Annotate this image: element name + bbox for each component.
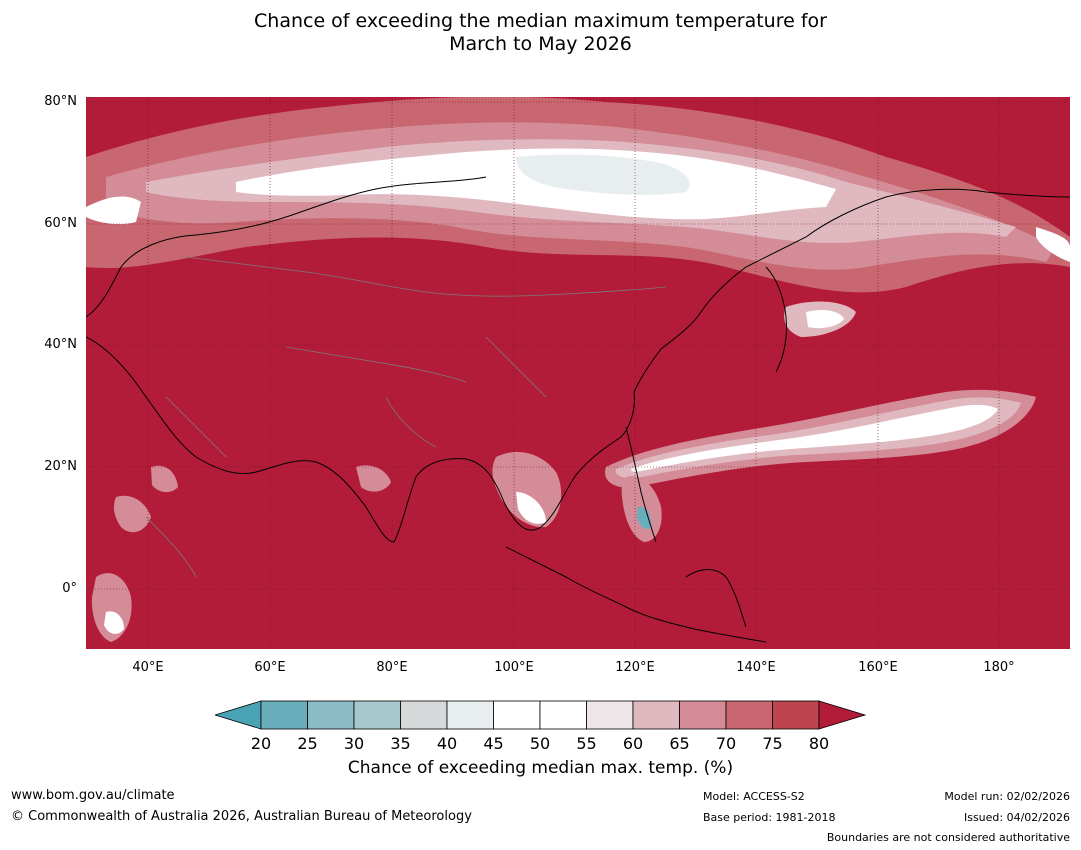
footer-model: Model: ACCESS-S2 [703,790,805,803]
colorbar-segment-30-35 [353,700,401,730]
country-borders [145,256,667,578]
colorbar-graphic [213,700,867,730]
coastlines [86,176,1070,643]
footer-disclaimer: Boundaries are not considered authoritat… [826,831,1070,844]
footer-issued: Issued: 04/02/2026 [963,811,1070,824]
lat-label-20n: 20°N [44,459,77,474]
colorbar-segment-65-70 [679,700,727,730]
colorbar-tick-30: 30 [343,734,365,753]
title-line-2: March to May 2026 [449,33,632,55]
colorbar-segment-20-25 [260,700,308,730]
lat-label-40n: 40°N [44,337,77,352]
indochina-patch-65 [492,452,562,528]
lat-label-80n: 80°N [44,94,77,109]
colorbar-tick-35: 35 [390,734,411,753]
lat-label-60n: 60°N [44,216,77,231]
east-edge-white [1036,227,1070,262]
chart-title: Chance of exceeding the median maximum t… [0,10,1081,56]
india-patch-65 [356,465,391,492]
colorbar-tick-25: 25 [297,734,318,753]
colorbar-extend-high [818,700,867,730]
indochina-patch-50 [516,492,546,524]
colorbar-tick-50: 50 [529,734,551,753]
colorbar-extend-low [213,700,262,730]
colorbar [213,700,867,732]
red-sea-patch-65 [113,495,151,533]
forecast-map [86,97,1070,649]
lon-label-100e: 100°E [494,660,534,675]
colorbar-tick-65: 65 [669,734,690,753]
colorbar-tick-55: 55 [576,734,597,753]
colorbar-segments [213,700,867,730]
lat-label-0: 0° [62,581,77,596]
lon-label-140e: 140°E [736,660,776,675]
footer-copyright: © Commonwealth of Australia 2026, Austra… [11,809,472,824]
colorbar-label: Chance of exceeding median max. temp. (%… [347,758,734,778]
colorbar-tick-70: 70 [715,734,737,753]
colorbar-tick-75: 75 [762,734,783,753]
north-band-50 [236,148,836,220]
lon-label-60e: 60°E [254,660,286,675]
map-graphic [86,97,1070,649]
colorbar-segment-55-60 [586,700,634,730]
footer-url[interactable]: www.bom.gov.au/climate [11,788,175,803]
colorbar-tick-20: 20 [250,734,272,753]
colorbar-segment-70-75 [725,700,773,730]
graticule [86,97,1070,649]
pacific-band-50 [631,404,998,472]
lon-label-160e: 160°E [858,660,898,675]
lon-label-80e: 80°E [376,660,408,675]
lon-label-40e: 40°E [132,660,164,675]
japan-patch-50 [806,309,844,329]
colorbar-segment-35-40 [400,700,448,730]
arabia-patch-65 [151,465,178,493]
colorbar-tick-45: 45 [483,734,504,753]
lon-label-120e: 120°E [615,660,655,675]
title-line-1: Chance of exceeding the median maximum t… [254,10,827,32]
footer-base-period: Base period: 1981-2018 [703,811,836,824]
colorbar-segment-25-30 [307,700,355,730]
colorbar-tick-60: 60 [622,734,644,753]
west-patch-white [86,196,141,225]
north-band-45 [516,154,690,195]
colorbar-segment-60-65 [632,700,680,730]
colorbar-segment-50-55 [539,700,587,730]
east-africa-patch-50 [104,611,124,634]
colorbar-tick-40: 40 [436,734,458,753]
lon-label-180: 180° [983,660,1015,675]
footer-model-run: Model run: 02/02/2026 [944,790,1070,803]
colorbar-segment-45-50 [493,700,541,730]
philippines-patch-25 [637,506,652,529]
colorbar-segment-75-80 [772,700,820,730]
colorbar-tick-80: 80 [808,734,830,753]
colorbar-segment-40-45 [446,700,494,730]
